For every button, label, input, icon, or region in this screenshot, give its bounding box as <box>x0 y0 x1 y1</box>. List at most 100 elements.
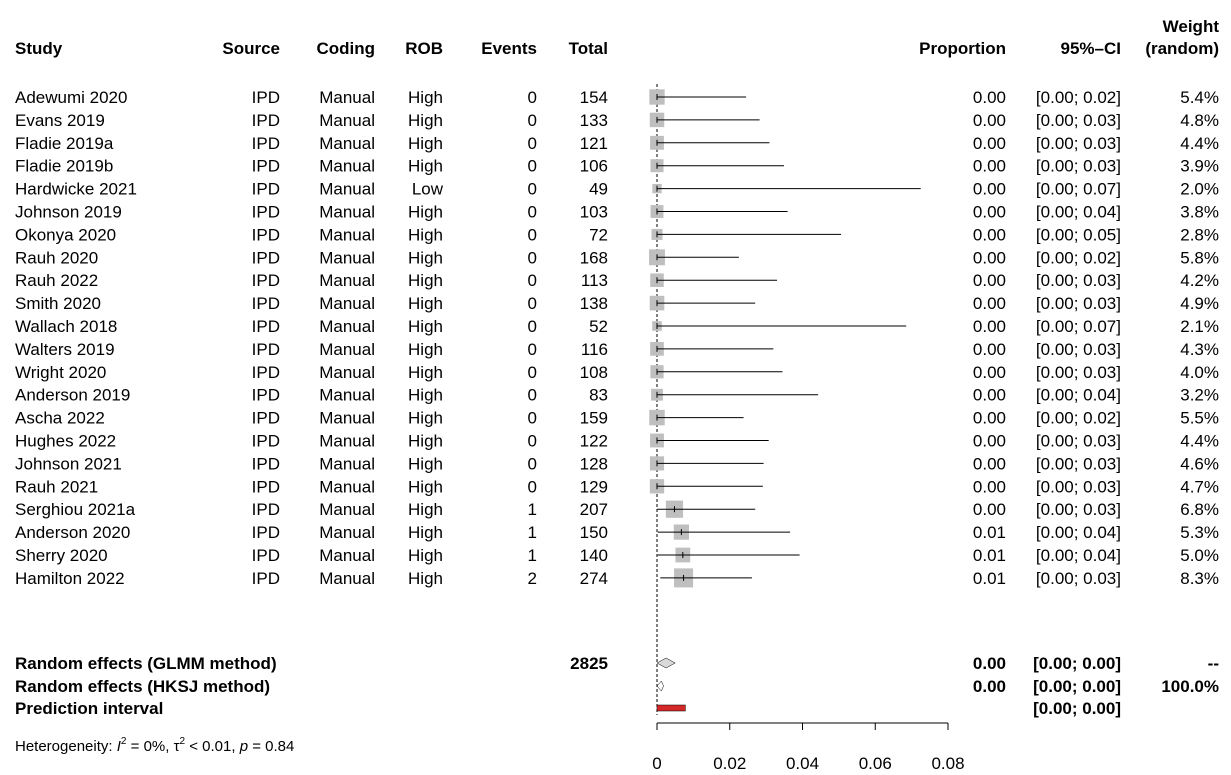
study-row: Johnson 2019 IPD Manual High 0 103 0.00 [0.00; … <box>15 203 1219 222</box>
study-weight: 3.9% <box>1180 157 1219 176</box>
study-events: 0 <box>528 317 537 336</box>
het-tau-sup: 2 <box>180 736 186 747</box>
study-rows: Adewumi 2020 IPD Manual High 0 154 0.00 [0.00; … <box>15 88 1219 588</box>
study-source: IPD <box>252 180 280 199</box>
study-total: 207 <box>580 500 608 519</box>
header-study: Study <box>15 39 63 58</box>
study-proportion: 0.00 <box>973 248 1006 267</box>
study-source: IPD <box>252 454 280 473</box>
study-rob: High <box>408 432 443 451</box>
study-name: Rauh 2021 <box>15 477 98 496</box>
study-events: 0 <box>528 180 537 199</box>
study-rob: High <box>408 134 443 153</box>
study-total: 274 <box>580 569 608 588</box>
study-weight: 4.4% <box>1180 134 1219 153</box>
study-name: Fladie 2019a <box>15 134 114 153</box>
study-ci: [0.00; 0.04] <box>1036 386 1121 405</box>
prediction-interval-bar <box>656 704 686 712</box>
study-ci: [0.00; 0.03] <box>1036 569 1121 588</box>
study-name: Rauh 2020 <box>15 248 98 267</box>
study-ci: [0.00; 0.02] <box>1036 409 1121 428</box>
study-weight: 2.1% <box>1180 317 1219 336</box>
summary-total: 2825 <box>570 654 608 673</box>
study-row: Fladie 2019a IPD Manual High 0 121 0.00 [0.00; … <box>15 134 1219 153</box>
study-events: 0 <box>528 454 537 473</box>
study-name: Okonya 2020 <box>15 225 116 244</box>
study-coding: Manual <box>319 569 375 588</box>
x-axis: 0 0.02 0.04 0.06 0.08 <box>652 722 965 773</box>
header-weight-line1: Weight <box>1163 17 1220 36</box>
header-total: Total <box>569 39 608 58</box>
study-coding: Manual <box>319 317 375 336</box>
study-ci: [0.00; 0.03] <box>1036 340 1121 359</box>
study-weight: 5.8% <box>1180 248 1219 267</box>
study-coding: Manual <box>319 477 375 496</box>
study-proportion: 0.00 <box>973 317 1006 336</box>
study-ci: [0.00; 0.03] <box>1036 500 1121 519</box>
study-proportion: 0.00 <box>973 225 1006 244</box>
study-proportion: 0.00 <box>973 477 1006 496</box>
study-ci: [0.00; 0.03] <box>1036 454 1121 473</box>
study-proportion: 0.00 <box>973 203 1006 222</box>
study-coding: Manual <box>319 248 375 267</box>
study-coding: Manual <box>319 409 375 428</box>
study-source: IPD <box>252 271 280 290</box>
study-weight: 2.8% <box>1180 225 1219 244</box>
study-total: 116 <box>581 340 608 359</box>
x-tick-label: 0.02 <box>713 754 746 773</box>
het-i2-value: = 0%, <box>126 738 173 755</box>
x-tick-label: 0.04 <box>786 754 819 773</box>
study-name: Anderson 2019 <box>15 386 130 405</box>
study-name: Wallach 2018 <box>15 317 117 336</box>
study-ci: [0.00; 0.03] <box>1036 363 1121 382</box>
study-coding: Manual <box>319 134 375 153</box>
study-coding: Manual <box>319 340 375 359</box>
study-name: Evans 2019 <box>15 111 105 130</box>
study-source: IPD <box>252 157 280 176</box>
het-tau-symbol: τ <box>174 738 180 755</box>
study-name: Ascha 2022 <box>15 409 105 428</box>
study-events: 0 <box>528 386 537 405</box>
summary-ci: [0.00; 0.00] <box>1033 654 1121 673</box>
study-ci: [0.00; 0.03] <box>1036 294 1121 313</box>
study-name: Hamilton 2022 <box>15 569 125 588</box>
study-total: 113 <box>581 271 608 290</box>
study-name: Johnson 2019 <box>15 203 122 222</box>
study-weight: 3.8% <box>1180 203 1219 222</box>
study-rob: High <box>408 386 443 405</box>
study-name: Adewumi 2020 <box>15 88 127 107</box>
study-row: Anderson 2019 IPD Manual High 0 83 0.00 [0.00; … <box>15 386 1219 405</box>
study-source: IPD <box>252 386 280 405</box>
study-name: Hughes 2022 <box>15 432 116 451</box>
study-proportion: 0.00 <box>973 157 1006 176</box>
study-row: Hamilton 2022 IPD Manual High 2 274 0.01 [0.00;… <box>15 569 1219 588</box>
study-total: 168 <box>580 248 608 267</box>
study-total: 108 <box>580 363 608 382</box>
study-events: 0 <box>528 271 537 290</box>
study-rob: High <box>408 271 443 290</box>
study-proportion: 0.00 <box>973 363 1006 382</box>
study-coding: Manual <box>319 294 375 313</box>
study-row: Rauh 2020 IPD Manual High 0 168 0.00 [0.00; 0.0… <box>15 248 1219 267</box>
study-ci: [0.00; 0.04] <box>1036 203 1121 222</box>
study-total: 128 <box>580 454 608 473</box>
study-events: 2 <box>528 569 537 588</box>
het-prefix: Heterogeneity: <box>15 738 117 755</box>
study-source: IPD <box>252 134 280 153</box>
study-events: 0 <box>528 294 537 313</box>
study-rob: High <box>408 111 443 130</box>
table-header: Study Source Coding ROB Events Total Pro… <box>15 17 1219 58</box>
study-row: Rauh 2022 IPD Manual High 0 113 0.00 [0.00; 0.0… <box>15 271 1219 290</box>
study-source: IPD <box>252 340 280 359</box>
study-coding: Manual <box>319 546 375 565</box>
study-row: Evans 2019 IPD Manual High 0 133 0.00 [0.00; 0.… <box>15 111 1219 130</box>
study-rob: High <box>408 340 443 359</box>
study-weight: 4.0% <box>1180 363 1219 382</box>
study-events: 1 <box>528 500 537 519</box>
het-tau-value: < 0.01, <box>185 738 240 755</box>
study-rob: High <box>408 569 443 588</box>
study-events: 0 <box>528 409 537 428</box>
diamond-glmm <box>656 657 676 669</box>
study-name: Smith 2020 <box>15 294 101 313</box>
summary-proportion: 0.00 <box>973 677 1006 696</box>
